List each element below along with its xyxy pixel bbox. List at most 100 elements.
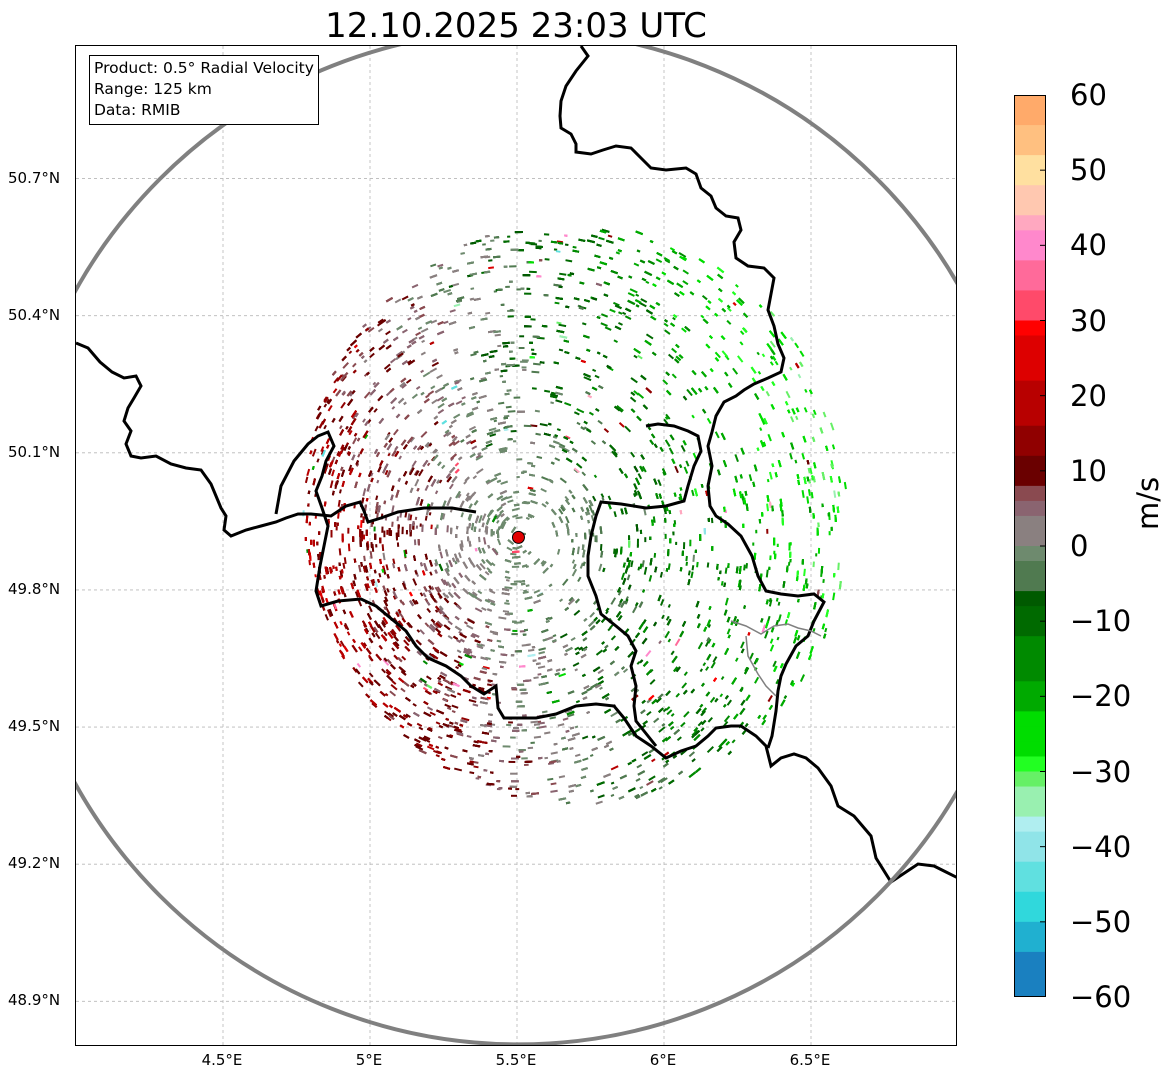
echo-gate: [362, 488, 367, 497]
echo-gate: [426, 462, 431, 467]
echo-gate: [539, 721, 545, 725]
echo-gate: [496, 538, 502, 546]
echo-gate: [333, 377, 340, 384]
echo-gate: [597, 794, 605, 799]
echo-gate: [443, 431, 450, 438]
echo-gate: [415, 331, 422, 337]
echo-gate: [838, 478, 842, 483]
echo-gate: [559, 477, 567, 484]
echo-gate: [444, 616, 449, 621]
echo-gate: [340, 401, 346, 409]
echo-gate: [600, 322, 608, 327]
echo-gate: [468, 425, 476, 431]
echo-gate: [617, 590, 622, 596]
echo-gate: [415, 385, 421, 390]
echo-gate: [524, 292, 532, 295]
echo-gate: [803, 407, 808, 413]
echo-gate: [599, 543, 603, 551]
echo-gate: [637, 392, 645, 399]
echo-gate: [374, 632, 381, 640]
echo-gate: [323, 424, 327, 430]
echo-gate: [769, 311, 776, 317]
echo-gate: [663, 418, 669, 425]
echo-gate: [618, 322, 623, 326]
echo-gate: [348, 429, 353, 436]
echo-gate: [766, 478, 770, 483]
echo-gate: [556, 548, 561, 555]
echo-gate: [482, 243, 486, 246]
echo-gate: [670, 650, 675, 656]
echo-gate: [723, 715, 731, 723]
echo-gate: [513, 396, 521, 399]
echo-gate: [637, 473, 643, 480]
echo-gate: [637, 354, 643, 360]
echo-gate: [369, 550, 373, 559]
echo-gate: [610, 711, 618, 718]
echo-gate: [659, 571, 663, 578]
echo-gate: [624, 425, 632, 433]
echo-gate: [590, 440, 597, 445]
echo-gate: [416, 629, 421, 633]
echo-gate: [400, 687, 406, 693]
echo-gate: [714, 351, 721, 359]
echo-gate: [394, 298, 402, 304]
echo-gate: [437, 402, 445, 409]
echo-gate: [502, 516, 509, 523]
echo-gate: [442, 513, 446, 520]
echo-gate: [735, 657, 739, 662]
echo-gate: [544, 389, 551, 393]
echo-gate: [538, 651, 545, 655]
echo-gate: [396, 542, 400, 547]
echo-gate: [510, 552, 517, 556]
echo-gate: [664, 533, 667, 539]
echo-gate: [667, 604, 671, 608]
echo-gate: [360, 520, 363, 528]
echo-gate: [383, 530, 386, 538]
echo-gate: [646, 710, 652, 716]
echo-gate: [607, 626, 612, 632]
echo-gate: [420, 327, 429, 333]
echo-gate: [752, 542, 755, 546]
echo-gate: [339, 425, 343, 430]
echo-gate: [342, 562, 346, 569]
echo-gate: [385, 564, 389, 571]
echo-gate: [538, 239, 542, 243]
echo-gate: [556, 321, 562, 325]
echo-gate: [455, 665, 459, 670]
echo-gate: [572, 245, 577, 249]
radar-map[interactable]: [75, 45, 957, 1046]
echo-gate: [685, 460, 690, 467]
echo-gate: [511, 565, 520, 568]
echo-gate: [745, 562, 748, 569]
echo-gate: [353, 504, 356, 509]
echo-gate: [627, 292, 635, 297]
echo-gate: [412, 578, 418, 586]
echo-gate: [810, 492, 814, 499]
echo-gate: [401, 328, 408, 334]
echo-gate: [576, 546, 580, 555]
echo-gate: [431, 361, 439, 367]
echo-gate: [460, 512, 464, 518]
echo-gate: [843, 481, 847, 490]
echo-gate: [667, 563, 671, 570]
echo-gate: [664, 630, 670, 639]
echo-gate: [575, 462, 583, 469]
echo-gate: [450, 693, 457, 698]
echo-gate: [411, 283, 419, 289]
echo-gate: [352, 437, 358, 445]
echo-gate: [314, 425, 319, 432]
echo-gate: [661, 614, 665, 620]
echo-gate: [510, 772, 518, 775]
echo-gate: [437, 263, 444, 268]
echo-gate: [777, 614, 782, 622]
echo-gate: [700, 314, 705, 319]
echo-gate: [430, 385, 436, 390]
echo-gate: [699, 668, 703, 673]
echo-gate: [739, 330, 745, 336]
echo-gate: [513, 440, 517, 443]
echo-gate: [339, 640, 346, 648]
echo-gate: [325, 398, 330, 404]
echo-gate: [776, 543, 779, 547]
echo-gate: [574, 725, 579, 729]
echo-gate: [564, 402, 572, 407]
